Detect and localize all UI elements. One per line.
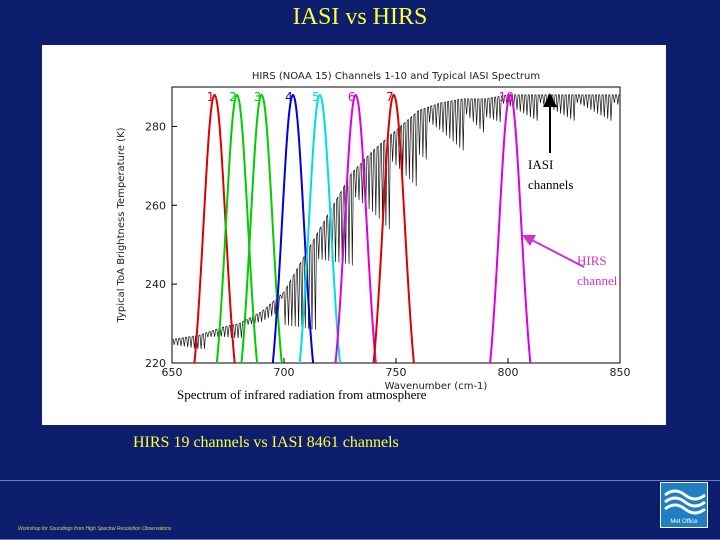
iasi-spectrum-line	[171, 94, 620, 350]
hirs-annotation-line2: channel	[577, 273, 618, 288]
slide-title: IASI vs HIRS	[292, 4, 428, 30]
logo-text: Met Office	[670, 519, 698, 525]
hirs-channel-6-label: 6	[348, 90, 356, 104]
chart-title: HIRS (NOAA 15) Channels 1-10 and Typical…	[252, 71, 540, 82]
hirs-channel-3-label: 3	[254, 90, 262, 104]
hirs-channel-7-curve	[372, 93, 415, 364]
hirs-channel-2-label: 2	[229, 90, 237, 104]
x-axis-label: Wavenumber (cm-1)	[385, 381, 488, 392]
hirs-arrow-shaft	[525, 236, 585, 268]
y-axis-label: Typical ToA Brightness Temperature (K)	[116, 127, 127, 323]
x-tick-label: 650	[162, 366, 183, 379]
y-tick-label: 220	[145, 357, 166, 370]
x-tick-label: 850	[610, 366, 631, 379]
wave-icon	[664, 489, 706, 515]
y-tick-label: 260	[145, 199, 166, 212]
hirs-channel-1-label: 1	[207, 90, 215, 104]
x-tick-label: 800	[498, 366, 519, 379]
x-tick-label: 700	[274, 366, 295, 379]
plot-frame	[171, 86, 621, 364]
hirs-arrow-head	[522, 235, 536, 246]
y-tick-label: 240	[145, 278, 166, 291]
hirs-channel-10-label: 10	[499, 90, 514, 104]
y-tick-label: 280	[145, 120, 166, 133]
x-tick-label: 750	[386, 366, 407, 379]
figure-panel: HIRS (NOAA 15) Channels 1-10 and Typical…	[42, 45, 666, 425]
iasi-arrow-head	[543, 93, 557, 107]
iasi-annotation-line1: IASI	[528, 157, 554, 172]
iasi-annotation: IASI channels	[528, 155, 573, 195]
hirs-channel-5-label: 5	[312, 90, 320, 104]
iasi-annotation-line2: channels	[528, 177, 574, 192]
hirs-channel-3-curve	[240, 93, 283, 364]
hirs-channel-10-curve	[489, 93, 532, 364]
hirs-annotation: HIRS channel	[577, 251, 617, 291]
slide-subtitle: HIRS 19 channels vs IASI 8461 channels	[133, 434, 399, 451]
met-office-logo: Met Office	[660, 482, 708, 528]
figure-caption: Spectrum of infrared radiation from atmo…	[177, 387, 427, 402]
hirs-annotation-line1: HIRS	[577, 253, 607, 268]
hirs-channel-7-label: 7	[386, 90, 394, 104]
hirs-channel-2-curve	[215, 93, 259, 364]
hirs-channel-6-curve	[334, 93, 377, 364]
hirs-channel-4-label: 4	[285, 90, 293, 104]
spectrum-chart: HIRS (NOAA 15) Channels 1-10 and Typical…	[116, 71, 631, 392]
footer-text: Workshop for Soundings from High Spectra…	[18, 526, 172, 532]
hirs-channel-1-curve	[193, 93, 236, 364]
hirs-channel-5-curve	[298, 93, 341, 364]
